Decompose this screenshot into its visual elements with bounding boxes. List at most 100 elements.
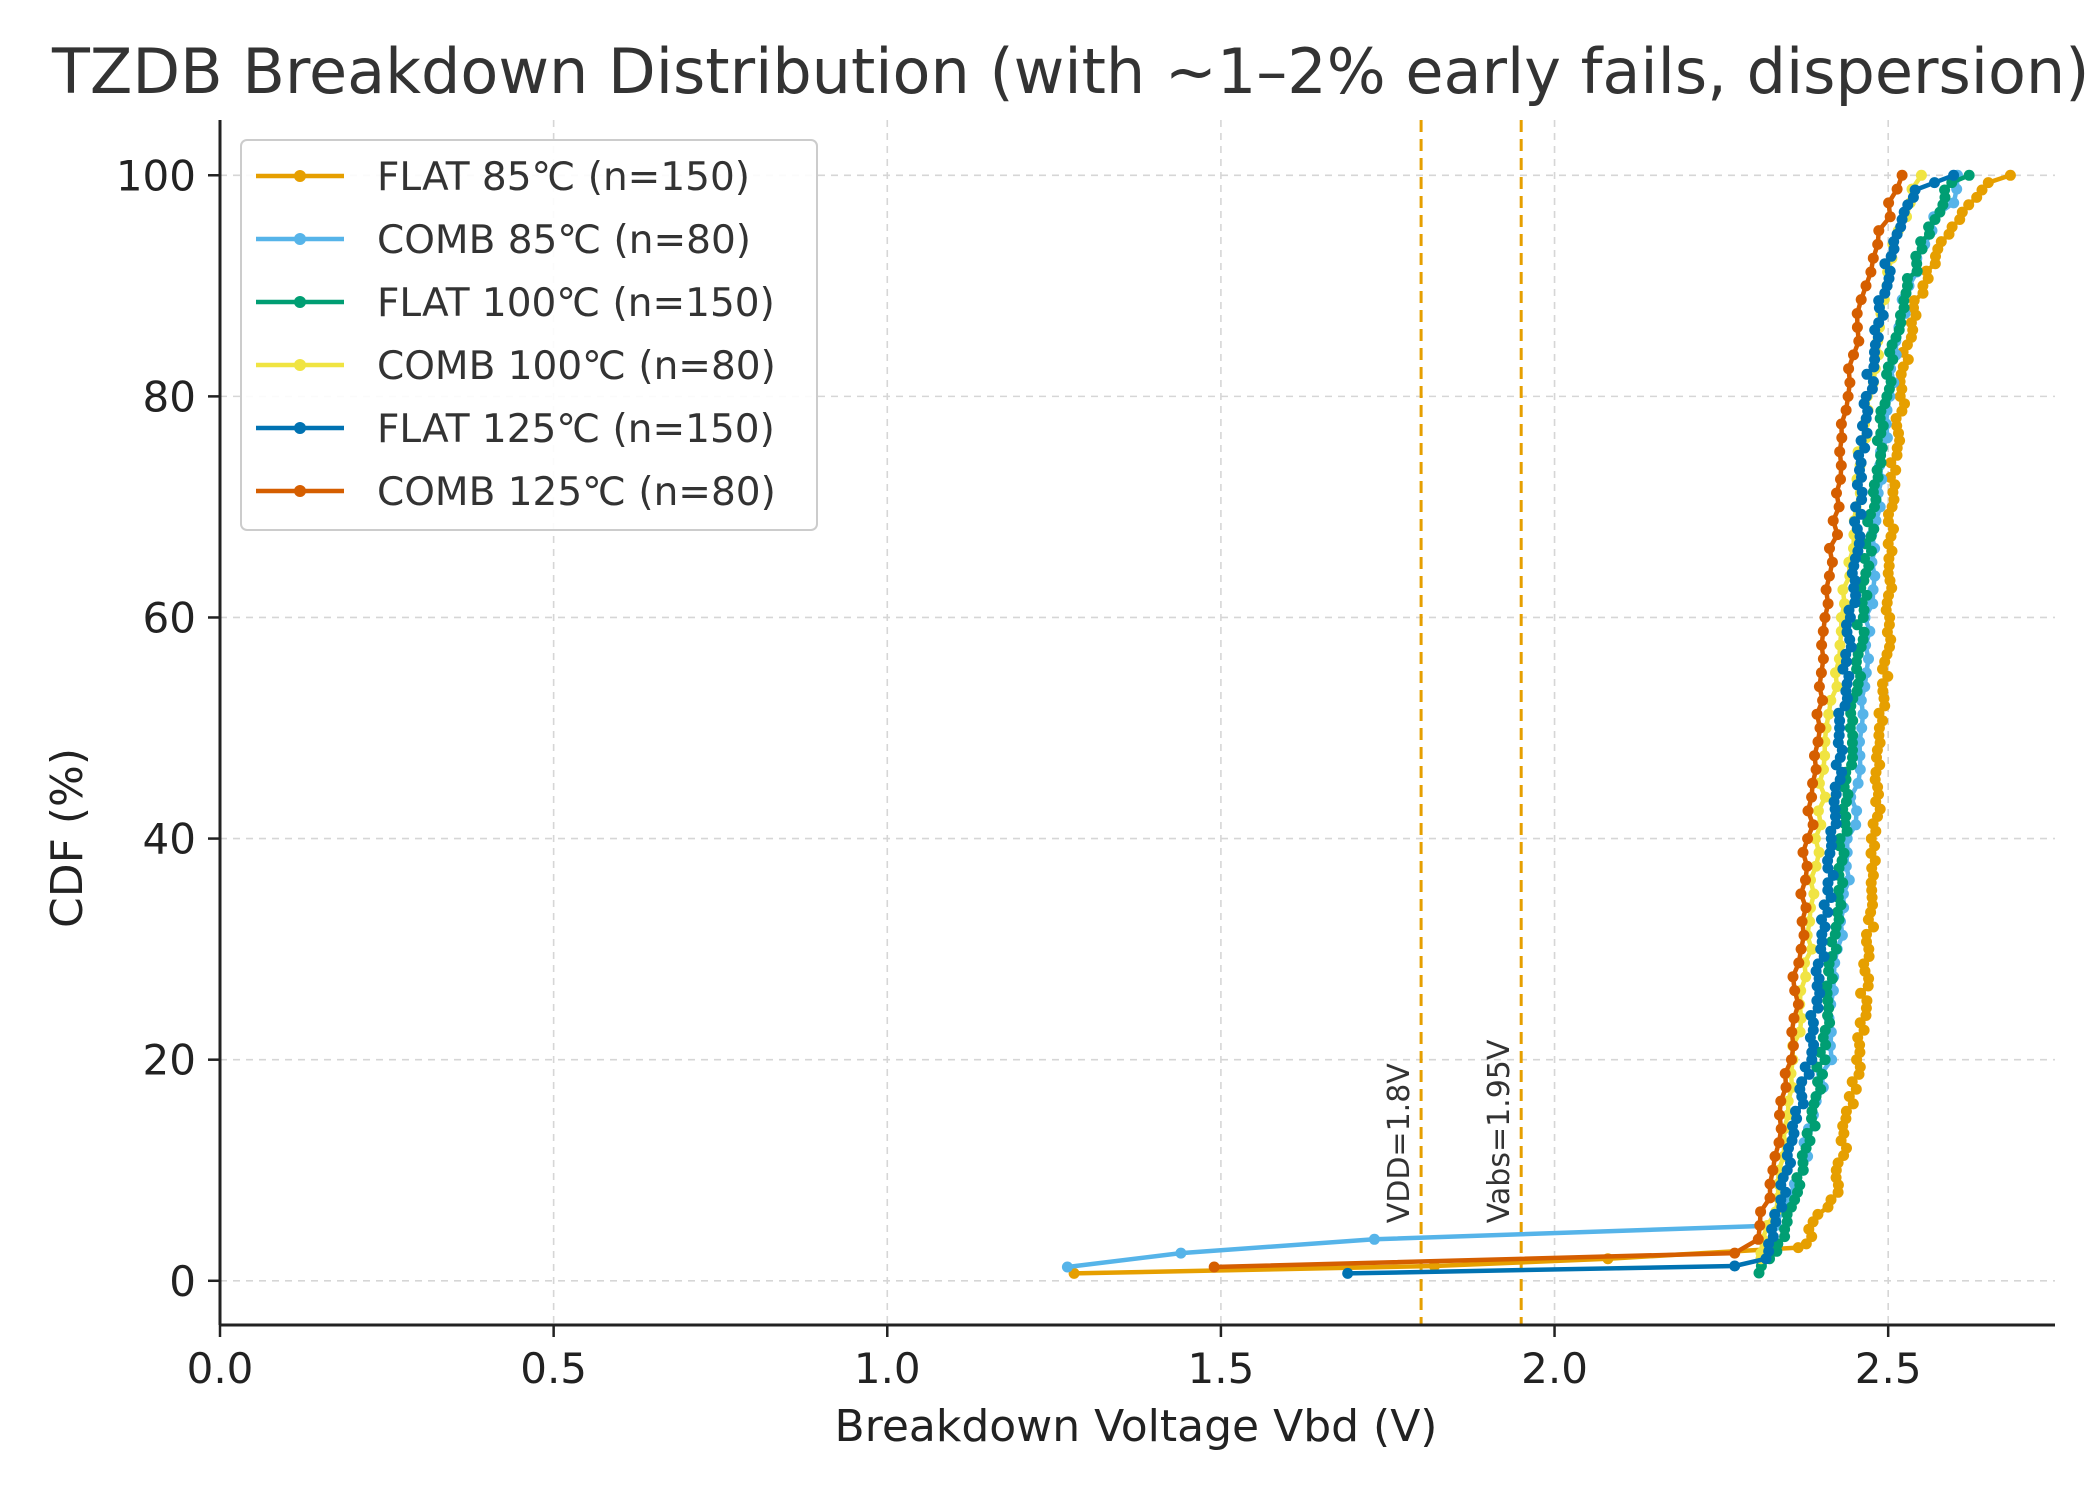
series-2 <box>1753 169 1975 1279</box>
data-point <box>1865 266 1877 278</box>
y-tick-label: 20 <box>143 1036 196 1085</box>
data-point <box>1861 368 1873 380</box>
data-point <box>1802 833 1814 845</box>
data-point <box>1752 1233 1764 1245</box>
series-layer <box>1061 169 2016 1279</box>
legend-item: FLAT 125℃ (n=150) <box>256 407 775 452</box>
data-point <box>1822 598 1834 610</box>
data-point <box>1812 958 1824 970</box>
data-point <box>1774 1109 1785 1121</box>
data-point <box>1809 833 1821 845</box>
data-point <box>1815 819 1827 831</box>
data-point <box>1780 1081 1792 1093</box>
data-point <box>1837 584 1849 596</box>
data-point <box>1854 764 1866 775</box>
data-point <box>1939 184 1951 196</box>
data-point <box>1835 418 1847 430</box>
data-point <box>1901 273 1913 284</box>
data-point <box>1833 501 1845 513</box>
legend-marker <box>294 359 306 371</box>
data-point <box>1855 694 1867 706</box>
axes <box>208 120 2055 1337</box>
data-point <box>1923 221 1935 233</box>
data-point <box>1813 681 1825 693</box>
x-axis-label: Breakdown Voltage Vbd (V) <box>835 1401 1438 1452</box>
data-point <box>1855 435 1867 447</box>
data-point <box>1915 169 1927 181</box>
series-4 <box>1342 169 1960 1279</box>
legend-marker <box>294 422 306 434</box>
data-point <box>1802 805 1814 817</box>
data-point <box>1896 169 1908 181</box>
data-point <box>1835 460 1847 471</box>
data-point <box>1909 184 1921 196</box>
data-point <box>1779 1068 1791 1079</box>
data-point <box>1867 376 1879 388</box>
legend-label: FLAT 85℃ (n=150) <box>377 155 750 200</box>
data-point <box>1863 653 1874 665</box>
reference-line-label: Vabs=1.95V <box>1482 1039 1517 1223</box>
data-point <box>1868 523 1880 535</box>
data-point <box>1729 1247 1741 1259</box>
legend: FLAT 85℃ (n=150) COMB 85℃ (n=80) FLAT 100℃… <box>240 139 818 531</box>
data-point <box>1755 1206 1767 1218</box>
data-point <box>1852 777 1864 789</box>
data-point <box>1754 1220 1766 1231</box>
data-point <box>1801 860 1813 872</box>
data-point <box>1795 943 1807 955</box>
data-point <box>1807 777 1819 789</box>
data-point <box>1823 708 1835 720</box>
data-point <box>1858 626 1870 638</box>
reference-lines: VDD=1.8V Vabs=1.95V <box>1382 120 1523 1325</box>
y-tick-label: 0 <box>169 1257 196 1306</box>
data-point <box>1796 1076 1808 1088</box>
data-point <box>1915 236 1927 248</box>
data-point <box>1819 750 1831 762</box>
data-point <box>1831 487 1842 499</box>
data-point <box>1817 625 1829 637</box>
data-point <box>1817 653 1829 665</box>
data-point <box>1855 987 1867 999</box>
data-point <box>1840 1105 1852 1117</box>
data-point <box>1790 1105 1801 1117</box>
data-point <box>1872 238 1884 250</box>
data-point <box>1794 1026 1806 1038</box>
data-point <box>1963 169 1975 181</box>
data-point <box>1799 1061 1811 1073</box>
data-point <box>1775 1095 1787 1107</box>
data-point <box>1823 570 1835 582</box>
data-point <box>1861 928 1872 940</box>
data-point <box>1850 501 1862 513</box>
data-point <box>1797 846 1809 858</box>
data-point <box>1807 819 1819 831</box>
data-point <box>1826 556 1838 568</box>
data-point <box>1175 1247 1187 1259</box>
data-point <box>1812 736 1824 748</box>
data-point <box>1817 694 1829 706</box>
data-point <box>1834 833 1846 845</box>
data-point <box>1844 377 1856 389</box>
data-point <box>1833 707 1845 719</box>
data-point <box>1789 985 1801 997</box>
data-point <box>1851 805 1863 817</box>
x-tick-label: 2.0 <box>1521 1344 1588 1393</box>
data-point <box>1800 971 1812 983</box>
data-point <box>1786 1026 1798 1038</box>
data-point <box>1767 1164 1779 1176</box>
data-point <box>1946 221 1958 233</box>
data-point <box>1851 308 1863 319</box>
chart-title: TZDB Breakdown Distribution (with ~1–2% … <box>51 35 2089 108</box>
data-point <box>1061 1261 1073 1273</box>
data-point <box>1208 1261 1220 1273</box>
data-point <box>1935 236 1947 248</box>
data-point <box>1827 515 1839 527</box>
data-point <box>1867 598 1879 610</box>
data-point <box>1793 957 1805 969</box>
data-point <box>1859 553 1870 564</box>
data-point <box>1798 929 1810 941</box>
data-point <box>1840 404 1852 416</box>
data-point <box>1879 258 1891 270</box>
legend-label: COMB 85℃ (n=80) <box>377 218 751 263</box>
data-point <box>1800 874 1811 886</box>
